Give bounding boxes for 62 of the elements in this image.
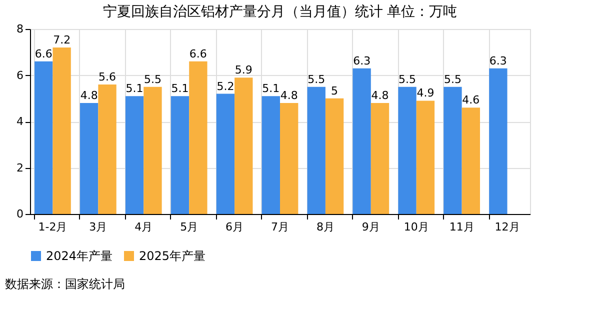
bar [125, 96, 144, 214]
data-label: 5.1 [262, 82, 280, 96]
source-note: 数据来源：国家统计局 [5, 277, 125, 291]
data-label: 4.9 [416, 86, 434, 100]
data-label: 4.8 [371, 89, 389, 102]
data-label: 7.2 [53, 34, 71, 46]
data-label: 5.1 [126, 82, 144, 96]
y-tick-label: 2 [16, 161, 24, 174]
data-label: 6.6 [189, 47, 207, 60]
bar [370, 103, 390, 214]
data-label: 5.5 [444, 72, 462, 86]
data-label: 5.2 [216, 80, 234, 93]
bar [98, 84, 116, 214]
data-label: 5.1 [171, 82, 189, 96]
bar [352, 68, 371, 214]
bar [489, 68, 508, 214]
x-tick-label: 4月 [134, 220, 153, 234]
bar [234, 78, 253, 214]
legend-label: 2025年产量 [139, 249, 206, 263]
bar [34, 61, 53, 214]
data-label: 4.8 [80, 89, 98, 102]
data-label: 5.5 [144, 72, 162, 86]
x-tick-label: 8月 [316, 220, 334, 234]
bar [444, 86, 462, 214]
bar [280, 103, 298, 214]
chart-title: 宁夏回族自治区铝材产量分月（当月值）统计 单位：万吨 [102, 4, 458, 20]
x-tick-label: 1-2月 [38, 220, 68, 234]
y-tick-label: 6 [16, 68, 24, 82]
bar [462, 108, 480, 214]
y-tick-label: 0 [16, 208, 24, 220]
bar [216, 94, 235, 214]
x-tick-label: 7月 [271, 220, 289, 234]
bar [189, 61, 208, 214]
data-label: 4.8 [280, 89, 298, 102]
x-tick-label: 12月 [494, 220, 520, 234]
bar [416, 100, 435, 214]
legend-label: 2024年产量 [46, 249, 113, 263]
bar [80, 103, 98, 214]
bar [52, 48, 71, 214]
data-label: 6.3 [489, 54, 507, 68]
data-label: 5.5 [308, 72, 326, 86]
data-label: 5.9 [234, 64, 252, 77]
data-label: 5 [331, 84, 338, 98]
x-tick-label: 10月 [404, 220, 429, 234]
data-label: 4.6 [462, 94, 480, 107]
bar [170, 96, 190, 214]
x-tick-label: 5月 [180, 220, 198, 234]
data-label: 6.3 [353, 54, 371, 68]
bar [398, 86, 416, 214]
bar [325, 98, 344, 214]
bar [307, 86, 326, 214]
data-label: 5.6 [98, 70, 116, 84]
data-label: 6.6 [34, 47, 52, 60]
bar [262, 96, 280, 214]
y-tick-label: 4 [16, 115, 24, 128]
data-label: 5.5 [398, 72, 416, 86]
x-tick-label: 9月 [362, 220, 380, 234]
x-tick-label: 11月 [449, 220, 474, 234]
x-tick-label: 3月 [89, 220, 108, 234]
x-tick-label: 6月 [226, 220, 244, 234]
bar [144, 86, 162, 214]
y-tick-label: 8 [16, 22, 24, 36]
